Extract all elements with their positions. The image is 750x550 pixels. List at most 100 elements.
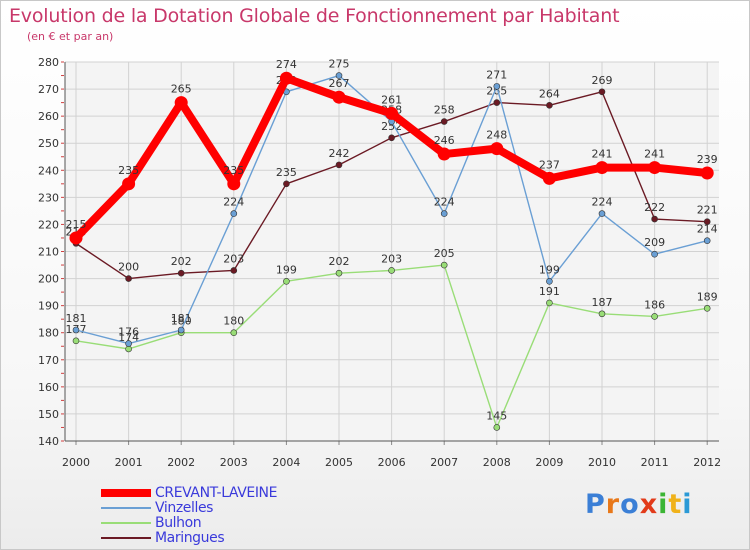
data-label-bulhon: 191	[539, 285, 560, 298]
data-point-crevant-laveine	[122, 177, 136, 191]
data-label-maringues: 264	[539, 87, 560, 100]
data-label-vinzelles: 181	[66, 312, 87, 325]
brand-letter: t	[668, 489, 683, 520]
x-tick-label: 2009	[535, 456, 563, 469]
data-point-vinzelles	[493, 83, 501, 90]
data-point-vinzelles	[651, 250, 658, 258]
data-point-crevant-laveine	[227, 177, 241, 191]
proxiti-logo: Proxiti	[585, 489, 693, 520]
data-label-crevant-laveine: 235	[118, 164, 139, 177]
data-label-crevant-laveine: 265	[171, 83, 192, 96]
data-point-bulhon	[651, 313, 658, 320]
legend-label: Bulhon	[155, 514, 202, 531]
legend-item-vinzelles: Vinzelles	[101, 499, 277, 516]
y-tick-label: 260	[38, 110, 59, 123]
data-label-vinzelles: 209	[644, 236, 665, 249]
brand-letter: P	[585, 489, 606, 520]
data-point-vinzelles	[440, 210, 448, 217]
data-label-vinzelles: 176	[118, 326, 139, 339]
data-point-bulhon	[230, 329, 238, 337]
data-label-maringues: 221	[697, 204, 718, 217]
data-point-maringues	[177, 269, 185, 277]
data-point-maringues	[335, 161, 343, 169]
data-label-maringues: 222	[644, 201, 665, 214]
x-tick-label: 2004	[272, 456, 300, 469]
data-label-vinzelles: 181	[171, 312, 192, 325]
data-label-crevant-laveine: 215	[66, 218, 87, 231]
data-label-bulhon: 186	[644, 298, 665, 311]
data-point-crevant-laveine	[700, 166, 714, 180]
x-tick-label: 2007	[430, 456, 458, 469]
legend-item-crevant: CREVANT-LAVEINE	[101, 485, 277, 501]
y-tick-label: 200	[38, 273, 59, 286]
legend-item-bulhon: Bulhon	[101, 514, 277, 531]
legend-label: Vinzelles	[155, 499, 214, 516]
legend-label: Maringues	[155, 529, 225, 546]
data-label-crevant-laveine: 246	[434, 134, 455, 147]
data-point-vinzelles	[230, 210, 238, 217]
y-tick-label: 210	[38, 246, 59, 259]
data-point-bulhon	[440, 261, 448, 269]
x-tick-label: 2001	[115, 456, 143, 469]
y-tick-label: 160	[38, 381, 59, 394]
data-point-bulhon	[598, 310, 606, 318]
data-label-vinzelles: 271	[486, 68, 507, 81]
y-tick-label: 250	[38, 137, 59, 150]
data-point-maringues	[283, 180, 290, 188]
data-label-crevant-laveine: 241	[644, 148, 665, 161]
data-label-vinzelles: 224	[592, 196, 613, 209]
legend-swatch-bulhon	[101, 521, 151, 524]
data-label-crevant-laveine: 235	[223, 164, 244, 177]
data-label-crevant-laveine: 267	[329, 77, 350, 90]
data-label-vinzelles: 214	[697, 223, 718, 236]
data-point-bulhon	[125, 345, 132, 353]
data-point-maringues	[546, 102, 553, 109]
legend-swatch-maringues	[101, 536, 151, 539]
data-point-bulhon	[703, 305, 711, 312]
data-point-maringues	[125, 275, 132, 282]
data-label-vinzelles: 275	[329, 58, 350, 71]
data-label-bulhon: 180	[223, 315, 244, 328]
data-point-vinzelles	[72, 326, 80, 334]
data-point-crevant-laveine	[279, 71, 293, 85]
data-label-vinzelles: 224	[223, 196, 244, 209]
data-point-vinzelles	[125, 340, 132, 347]
data-label-maringues: 258	[434, 104, 455, 117]
data-label-crevant-laveine: 241	[592, 148, 613, 161]
data-label-bulhon: 174	[118, 331, 139, 344]
data-point-bulhon	[546, 299, 553, 307]
x-tick-label: 2012	[693, 456, 721, 469]
legend-item-maringues: Maringues	[101, 529, 277, 546]
data-point-bulhon	[283, 277, 290, 285]
data-point-bulhon	[388, 267, 395, 274]
y-tick-label: 270	[38, 83, 59, 96]
data-label-bulhon: 203	[381, 252, 402, 265]
y-tick-label: 190	[38, 300, 59, 313]
data-point-crevant-laveine	[69, 231, 83, 245]
data-point-maringues	[703, 218, 711, 226]
data-label-vinzelles: 224	[434, 196, 455, 209]
data-point-crevant-laveine	[595, 161, 609, 175]
data-point-vinzelles	[598, 210, 606, 217]
y-tick-label: 220	[38, 218, 59, 231]
data-point-crevant-laveine	[437, 147, 451, 161]
x-tick-label: 2000	[62, 456, 90, 469]
legend-swatch-crevant	[101, 488, 151, 497]
data-label-crevant-laveine: 237	[539, 158, 560, 171]
data-point-crevant-laveine	[174, 96, 188, 110]
data-label-bulhon: 145	[486, 409, 507, 422]
x-tick-label: 2005	[325, 456, 353, 469]
data-label-maringues: 242	[329, 147, 350, 160]
x-tick-label: 2011	[641, 456, 669, 469]
y-tick-label: 170	[38, 354, 59, 367]
data-point-maringues	[651, 215, 658, 223]
data-label-bulhon: 205	[434, 247, 455, 260]
brand-letter: x	[639, 489, 659, 520]
legend: CREVANT-LAVEINE Vinzelles Bulhon Maringu…	[101, 485, 277, 546]
data-label-maringues: 202	[171, 255, 192, 268]
chart-title: Evolution de la Dotation Globale de Fonc…	[9, 5, 620, 27]
data-label-vinzelles: 199	[539, 263, 560, 276]
data-point-crevant-laveine	[332, 90, 346, 104]
data-label-maringues: 265	[486, 85, 507, 98]
